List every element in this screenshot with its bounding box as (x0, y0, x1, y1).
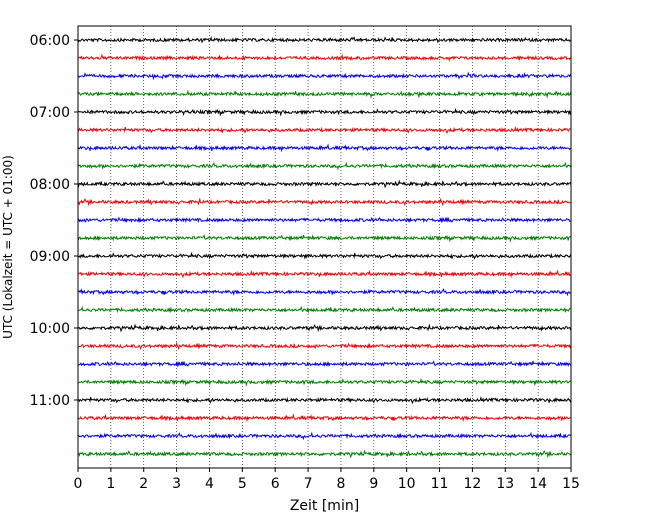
trace-line (77, 143, 572, 153)
y-tick-label: 09:00 (30, 249, 70, 265)
plot-frame (77, 25, 572, 469)
trace-line (77, 107, 572, 117)
x-tick-label: 7 (304, 476, 313, 492)
y-tick-label: 10:00 (30, 321, 70, 337)
x-tick-label: 4 (205, 476, 214, 492)
x-axis-label: Zeit [min] (290, 498, 359, 514)
x-tick-label: 10 (398, 476, 416, 492)
x-tick-label: 14 (529, 476, 547, 492)
x-tick-label: 1 (106, 476, 115, 492)
y-axis-label: UTC (Lokalzeit = UTC + 01:00) (1, 155, 15, 339)
trace-line (77, 71, 572, 81)
x-tick-label: 9 (369, 476, 378, 492)
x-tick-label: 2 (139, 476, 148, 492)
x-tick-label: 12 (463, 476, 481, 492)
trace-line (77, 216, 571, 224)
x-tick-label: 15 (562, 476, 580, 492)
trace-line (77, 179, 572, 189)
trace-line (77, 395, 572, 405)
trace-line (77, 288, 572, 297)
trace-line (77, 53, 572, 62)
x-tick-label: 11 (431, 476, 449, 492)
trace-line (77, 89, 572, 99)
trace-line (77, 161, 572, 171)
trace-line (77, 377, 572, 387)
x-tick-label: 6 (271, 476, 280, 492)
y-tick-label: 06:00 (30, 33, 70, 49)
x-tick-label: 3 (172, 476, 181, 492)
trace-line (77, 251, 572, 260)
trace-line (77, 125, 572, 135)
trace-line (77, 323, 572, 333)
y-tick-label: 08:00 (30, 177, 70, 193)
trace-line (77, 305, 572, 314)
y-tick-label: 11:00 (30, 393, 70, 409)
trace-line (77, 36, 572, 44)
trace-line (77, 197, 572, 207)
trace-line (77, 234, 572, 243)
trace-line (77, 413, 572, 423)
y-tick-label: 07:00 (30, 105, 70, 121)
x-axis-ticks: 0 1 2 3 4 5 6 7 8 9 10 11 12 13 14 15 (74, 468, 580, 492)
trace-line (77, 360, 571, 368)
trace-line (77, 449, 572, 459)
x-tick-label: 5 (238, 476, 247, 492)
trace-line (77, 269, 572, 279)
x-tick-label: 13 (496, 476, 514, 492)
y-axis-ticks: 06:00 07:00 08:00 09:00 10:00 11:00 (30, 33, 78, 409)
trace-lines (77, 36, 572, 459)
trace-line (77, 431, 572, 441)
trace-line (77, 341, 572, 351)
x-tick-label: 0 (74, 476, 83, 492)
x-tick-label: 8 (336, 476, 345, 492)
